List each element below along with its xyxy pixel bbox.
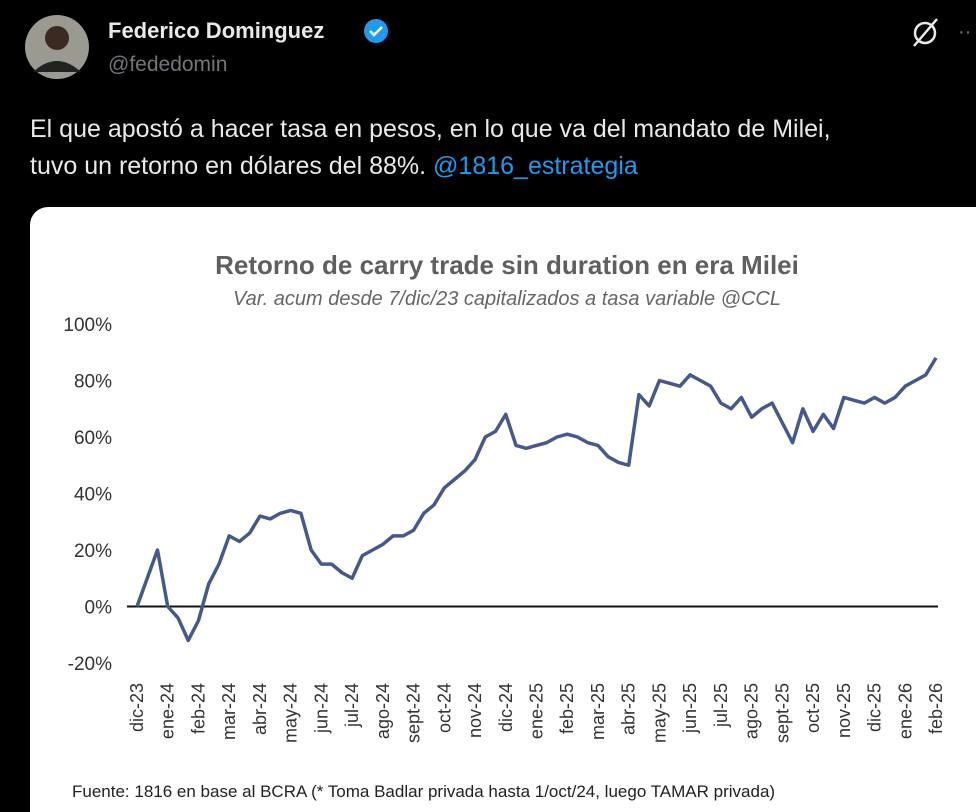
verified-badge [364,19,388,43]
x-tick-label: jul-24 [342,683,362,728]
y-tick-label: 40% [74,485,112,506]
y-tick-label: 0% [85,598,113,619]
x-tick-label: sept-25 [772,683,792,743]
tweet-text: El que apostó a hacer tasa en pesos, en … [30,115,831,143]
x-tick-label: mar-24 [219,683,239,740]
x-tick-label: ago-24 [373,683,393,739]
x-tick-label: oct-24 [434,683,454,733]
x-tick-label: may-25 [649,683,669,743]
x-tick-label: may-24 [281,683,301,743]
y-tick-label: 60% [74,428,112,449]
x-tick-label: dic-24 [496,683,516,732]
grok-slash [913,18,938,47]
x-tick-label: nov-25 [834,683,854,738]
tweet-text: tuvo un retorno en dólares del 88%. @181… [30,152,638,180]
avatar-face [45,26,69,50]
x-tick-label: ene-25 [527,683,547,739]
x-tick-label: oct-25 [803,683,823,733]
x-tick-label: jun-24 [311,683,331,734]
author-handle[interactable]: @fededomin [108,53,227,76]
grok-icon[interactable] [913,21,937,45]
x-tick-label: ene-24 [158,683,178,739]
mention[interactable]: @1816_estrategia [433,152,638,180]
tweet-text-line: tuvo un retorno en dólares del 88%. [30,152,426,180]
x-tick-label: dic-25 [865,683,885,732]
x-tick-label: dic-23 [127,683,147,732]
x-tick-label: feb-26 [926,683,946,734]
avatar-body [33,61,81,72]
x-tick-label: nov-24 [465,683,485,738]
y-tick-label: -20% [68,654,112,675]
chart-card[interactable] [30,207,976,812]
x-tick-label: ene-26 [895,683,915,739]
y-tick-label: 80% [74,372,112,393]
x-tick-label: ago-25 [742,683,762,739]
y-tick-label: 100% [63,315,112,336]
x-tick-label: jun-25 [680,683,700,734]
chart-title: Retorno de carry trade sin duration en e… [215,250,799,280]
x-tick-label: feb-25 [557,683,577,734]
data-line [135,356,938,643]
x-tick-label: jul-25 [711,683,731,728]
chart-source: Fuente: 1816 en base al BCRA (* Toma Bad… [72,782,775,801]
x-tick-label: abr-25 [619,683,639,735]
x-tick-label: sept-24 [404,683,424,743]
y-tick-label: 20% [74,541,112,562]
author-name[interactable]: Federico Dominguez [108,18,324,43]
verified-check [369,26,383,37]
chart-subtitle: Var. acum desde 7/dic/23 capitalizados a… [233,288,781,310]
more-icon[interactable]: ·· [958,21,971,43]
x-tick-label: feb-24 [188,683,208,734]
x-tick-label: abr-24 [250,683,270,735]
x-tick-label: mar-25 [588,683,608,740]
